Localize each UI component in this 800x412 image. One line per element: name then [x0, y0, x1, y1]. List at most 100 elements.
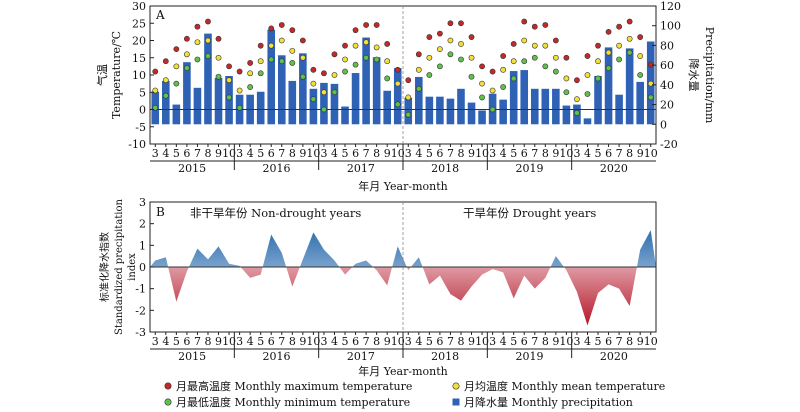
temperature-point	[616, 42, 623, 49]
month-tick-label: 4	[162, 335, 169, 348]
precipitation-bar	[594, 75, 602, 125]
precipitation-bar	[625, 48, 634, 125]
temperature-point	[363, 54, 370, 61]
month-tick-label: 7	[278, 147, 285, 160]
month-tick-label: 10	[306, 335, 320, 348]
temperature-point	[647, 80, 654, 87]
legend: 月最高温度 Monthly maximum temperature 月均温度 Mo…	[164, 379, 665, 409]
temperature-point	[489, 87, 496, 94]
month-tick-label: 9	[552, 335, 559, 348]
month-tick-label: 4	[500, 335, 507, 348]
temperature-point	[352, 42, 359, 49]
temperature-point	[521, 37, 528, 44]
month-tick-label: 5	[595, 147, 602, 160]
temperature-point	[436, 30, 443, 37]
month-tick-label: 9	[637, 147, 644, 160]
month-tick-label: 6	[605, 335, 612, 348]
temperature-point	[310, 66, 317, 73]
y-left-label-cn: 气温	[95, 64, 109, 86]
temperature-point	[479, 63, 485, 70]
precipitation-bar	[530, 88, 539, 125]
precipitation-bar	[436, 96, 444, 125]
temperature-point	[552, 68, 559, 75]
temperature-point	[426, 72, 433, 78]
temperature-point	[563, 75, 570, 82]
month-tick-label: 4	[584, 335, 591, 348]
temperature-point	[310, 96, 317, 103]
temperature-point	[236, 68, 243, 75]
temperature-point	[552, 54, 559, 61]
temperature-point	[521, 58, 528, 65]
y-left-tick-label: -10	[128, 138, 146, 151]
month-tick-label: 3	[489, 147, 496, 160]
temperature-point	[616, 56, 623, 63]
temperature-point	[183, 35, 190, 42]
month-tick-label: 9	[468, 335, 475, 348]
temperature-point	[574, 110, 580, 116]
month-tick-label: 6	[352, 147, 359, 160]
precipitation-bar	[499, 99, 507, 125]
temperature-point	[510, 58, 517, 65]
month-tick-label: 9	[384, 147, 391, 160]
y-left-tick-label: 0	[139, 104, 146, 117]
temperature-point	[595, 75, 601, 82]
temperature-point	[531, 42, 538, 49]
month-tick-label: 4	[247, 335, 254, 348]
month-tick-label: 4	[247, 147, 254, 160]
y-right-tick-label: 100	[660, 20, 681, 33]
month-tick-label: 3	[152, 335, 159, 348]
precipitation-bar	[520, 70, 529, 125]
temperature-point	[595, 42, 601, 49]
temperature-point	[563, 89, 570, 96]
precipitation-bar	[288, 80, 297, 125]
month-tick-label: 8	[457, 147, 464, 160]
temperature-point	[574, 96, 580, 103]
y-right-tick-label: 80	[660, 39, 674, 52]
month-tick-label: 7	[447, 335, 454, 348]
y-left-tick-label: 20	[132, 35, 146, 48]
month-tick-label: 6	[183, 335, 190, 348]
precipitation-bar	[162, 80, 170, 125]
temperature-point	[542, 22, 549, 28]
temperature-point	[162, 58, 169, 65]
temperature-point	[426, 54, 433, 61]
temperature-point	[257, 42, 264, 49]
temperature-point	[173, 46, 180, 53]
precipitation-bar	[393, 68, 402, 125]
precipitation-bar	[478, 110, 486, 125]
spi-y-tick-label: 3	[139, 196, 146, 209]
month-tick-label: 4	[331, 335, 338, 348]
year-label: 2016	[263, 162, 291, 175]
precipitation-bar	[256, 91, 265, 125]
month-tick-label: 8	[626, 335, 633, 348]
month-tick-label: 3	[489, 335, 496, 348]
temperature-point	[236, 104, 243, 111]
temperature-point	[321, 89, 327, 96]
temperature-point	[626, 18, 633, 25]
temperature-point	[510, 75, 517, 82]
temperature-point	[215, 54, 222, 61]
temperature-point	[236, 87, 243, 94]
precipitation-bar	[457, 88, 465, 125]
temperature-point	[321, 70, 327, 77]
precipitation-bar	[341, 106, 349, 125]
temperature-point	[247, 70, 254, 77]
temperature-point	[299, 54, 306, 61]
temperature-point	[500, 66, 507, 73]
temperature-point	[468, 34, 475, 40]
month-tick-label: 7	[616, 147, 623, 160]
month-tick-label: 10	[644, 147, 658, 160]
temperature-point	[468, 73, 475, 80]
temperature-point	[415, 51, 422, 58]
month-tick-label: 5	[426, 147, 433, 160]
temperature-point	[647, 94, 654, 101]
legend-marker	[452, 398, 460, 406]
month-tick-label: 7	[531, 147, 538, 160]
temperature-point	[331, 72, 338, 78]
y-left-tick-label: 30	[132, 0, 146, 13]
month-tick-label: 6	[183, 147, 190, 160]
temperature-point	[194, 56, 201, 63]
